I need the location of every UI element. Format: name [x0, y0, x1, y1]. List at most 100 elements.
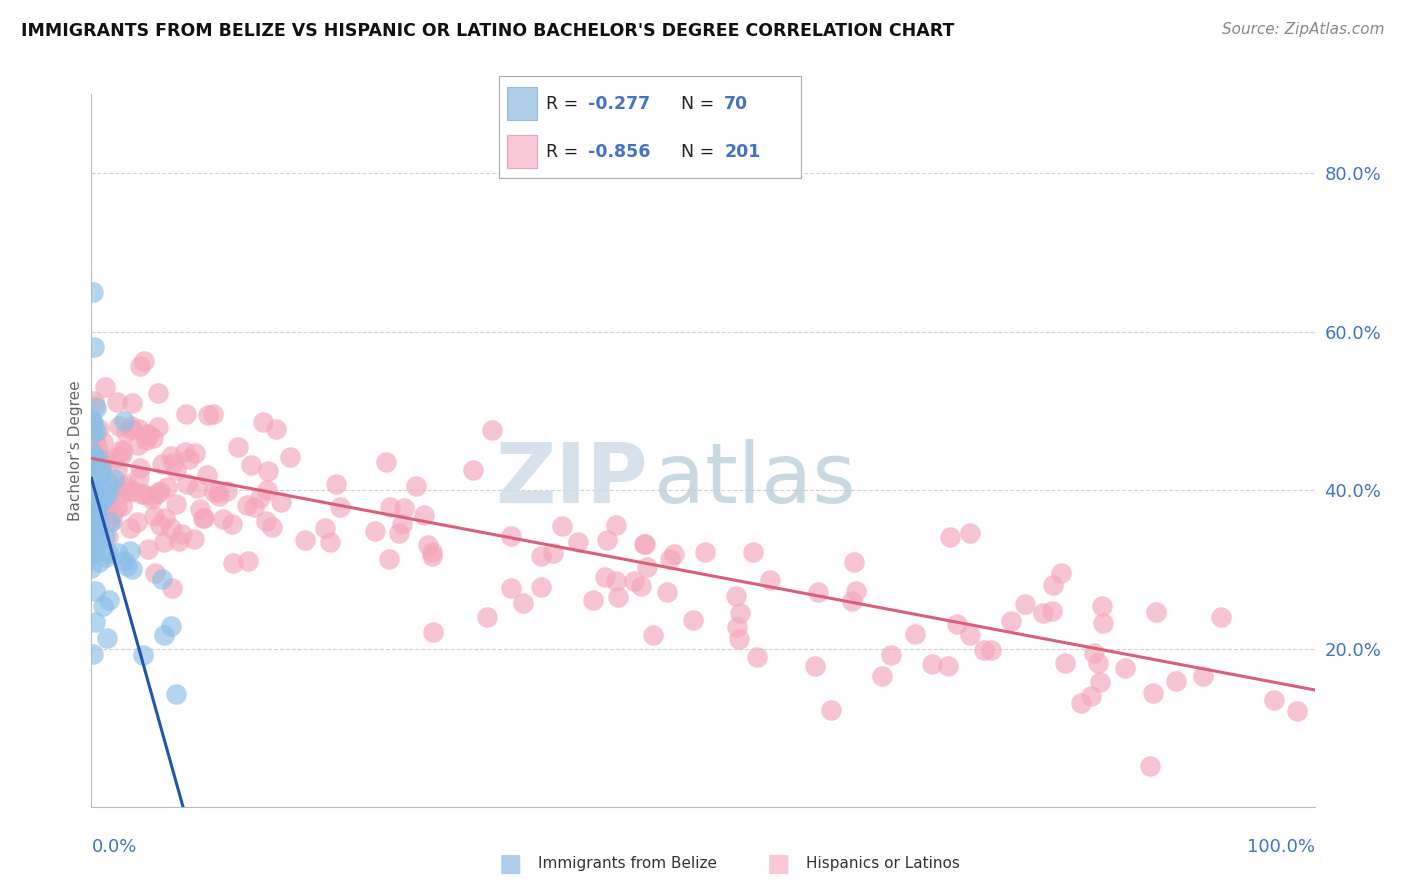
Point	[278, 450, 301, 464]
Point	[202, 407, 225, 421]
Point	[80, 544, 103, 558]
Point	[83, 340, 105, 354]
Point	[94, 379, 117, 393]
Point	[136, 427, 159, 442]
Point	[841, 594, 863, 608]
Point	[141, 489, 163, 503]
Point	[83, 393, 105, 408]
Point	[120, 422, 142, 436]
Point	[128, 461, 150, 475]
Point	[83, 450, 105, 464]
Point	[186, 481, 208, 495]
Point	[174, 445, 197, 459]
Point	[724, 589, 747, 603]
Point	[82, 501, 104, 516]
Y-axis label: Bachelor's Degree: Bachelor's Degree	[67, 380, 83, 521]
Point	[634, 536, 657, 550]
Point	[1114, 661, 1136, 675]
Text: ZIP: ZIP	[495, 439, 648, 519]
Point	[97, 546, 120, 560]
Point	[86, 438, 108, 452]
Text: 100.0%: 100.0%	[1247, 838, 1315, 856]
Point	[475, 609, 498, 624]
Point	[959, 628, 981, 642]
Point	[191, 510, 214, 524]
Point	[160, 581, 183, 595]
Point	[114, 477, 136, 491]
Point	[630, 579, 652, 593]
Point	[121, 484, 143, 499]
Point	[643, 628, 665, 642]
Point	[105, 463, 128, 477]
Point	[543, 546, 565, 560]
Point	[325, 476, 347, 491]
Point	[567, 535, 589, 549]
Point	[256, 464, 278, 478]
Point	[636, 560, 658, 574]
Text: Hispanics or Latinos: Hispanics or Latinos	[806, 856, 959, 871]
Point	[388, 526, 411, 541]
Point	[422, 624, 444, 639]
Point	[80, 471, 103, 485]
Point	[605, 518, 627, 533]
Point	[240, 458, 263, 473]
Point	[90, 460, 112, 475]
Point	[420, 549, 443, 564]
Point	[870, 668, 893, 682]
Point	[183, 532, 205, 546]
Point	[83, 499, 105, 513]
Point	[394, 500, 416, 515]
Point	[128, 421, 150, 435]
Point	[481, 423, 503, 437]
Point	[727, 620, 749, 634]
Point	[105, 395, 128, 409]
Point	[131, 487, 153, 501]
Point	[98, 511, 121, 525]
Point	[596, 533, 619, 548]
Point	[236, 498, 259, 512]
Point	[86, 493, 108, 508]
Point	[84, 518, 107, 533]
Point	[1000, 614, 1022, 628]
Point	[378, 552, 401, 566]
Point	[844, 555, 866, 569]
Point	[91, 494, 114, 508]
Point	[132, 487, 155, 501]
Point	[84, 533, 107, 547]
Point	[112, 479, 135, 493]
Point	[84, 401, 107, 416]
Point	[129, 359, 152, 373]
Point	[80, 479, 103, 493]
Point	[146, 419, 169, 434]
Text: -0.277: -0.277	[588, 95, 651, 112]
Point	[96, 500, 118, 514]
Point	[264, 422, 287, 436]
Point	[550, 518, 572, 533]
Point	[1144, 605, 1167, 619]
Point	[416, 538, 439, 552]
Point	[86, 502, 108, 516]
Point	[149, 517, 172, 532]
Point	[165, 463, 187, 477]
Point	[82, 529, 104, 543]
Point	[84, 583, 107, 598]
Point	[84, 508, 107, 523]
Text: 0.0%: 0.0%	[91, 838, 136, 856]
Text: N =: N =	[681, 143, 714, 161]
Text: ■: ■	[499, 852, 523, 875]
Point	[165, 497, 187, 511]
Point	[80, 490, 103, 504]
Text: ■: ■	[766, 852, 790, 875]
Point	[149, 483, 172, 498]
Point	[659, 551, 682, 566]
Point	[111, 443, 134, 458]
Point	[959, 525, 981, 540]
Point	[314, 521, 336, 535]
Point	[80, 481, 103, 495]
Point	[82, 417, 104, 432]
Point	[87, 555, 110, 569]
Point	[82, 504, 104, 518]
Point	[530, 549, 553, 563]
Point	[939, 530, 962, 544]
Text: R =: R =	[546, 143, 578, 161]
